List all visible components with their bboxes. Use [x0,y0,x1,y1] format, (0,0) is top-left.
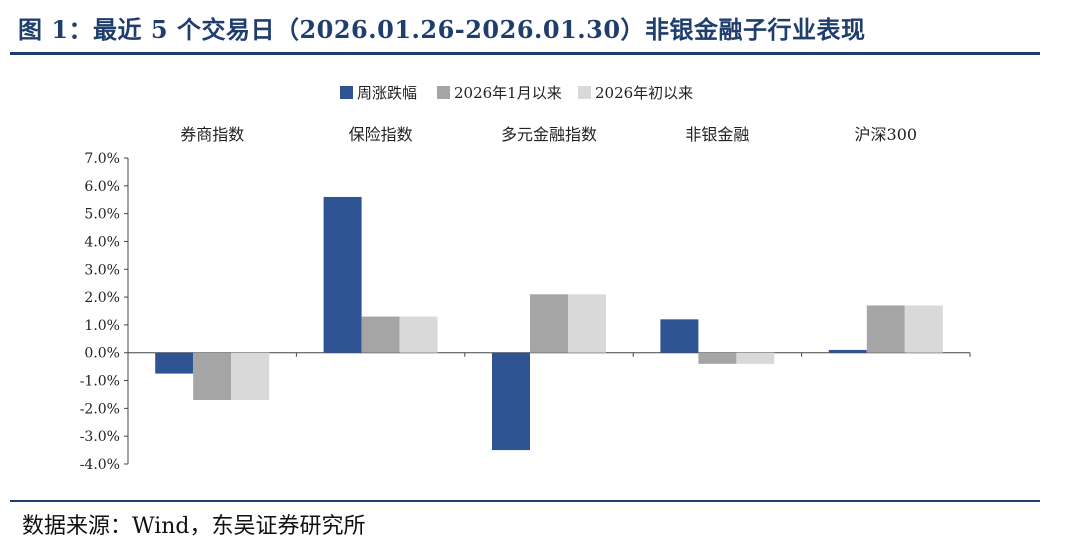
y-tick-label: 0.0% [84,346,120,362]
bar [193,352,232,401]
bar [698,352,737,364]
source-note: 数据来源：Wind，东吴证券研究所 [22,514,366,539]
category-label: 沪深300 [855,125,918,144]
y-tick-label: -3.0% [80,429,120,445]
legend-swatch [437,86,450,99]
category-label: 多元金融指数 [501,125,597,144]
y-tick-label: -2.0% [80,401,120,417]
title-rule [10,52,1040,55]
y-tick-label: -1.0% [80,374,120,390]
y-tick-label: 7.0% [84,151,120,167]
bar [399,316,438,353]
legend-label: 2026年初以来 [595,84,693,102]
bar [660,319,699,353]
bar [361,316,400,353]
source-rule [10,500,1040,502]
bar [736,352,775,364]
bar [568,294,606,353]
y-tick-label: -4.0% [80,457,120,473]
y-tick-label: 2.0% [84,290,120,306]
category-label: 保险指数 [349,125,413,144]
bar [866,305,905,353]
y-tick-label: 3.0% [84,262,120,278]
legend-swatch [578,86,591,99]
y-tick-label: 4.0% [84,234,120,250]
figure-title: 图 1：最近 5 个交易日（2026.01.26-2026.01.30）非银金融… [18,15,866,44]
bar [904,305,943,353]
y-tick-label: 5.0% [84,207,120,223]
bar [530,294,568,353]
y-tick-label: 6.0% [84,179,120,195]
category-label: 非银金融 [685,125,749,144]
bar [492,352,530,451]
chart: 周涨跌幅 2026年1月以来 2026年初以来 7.0% 6.0% 5.0% 4.0% 3.0… [80,84,971,473]
legend-label: 周涨跌幅 [357,84,417,102]
legend-label: 2026年1月以来 [454,84,562,102]
y-tick-label: 1.0% [84,318,120,334]
bar [828,349,867,353]
category-label: 券商指数 [180,125,244,144]
bar [323,196,362,353]
legend-swatch [340,86,353,99]
bar [155,352,194,374]
bar [231,352,270,401]
